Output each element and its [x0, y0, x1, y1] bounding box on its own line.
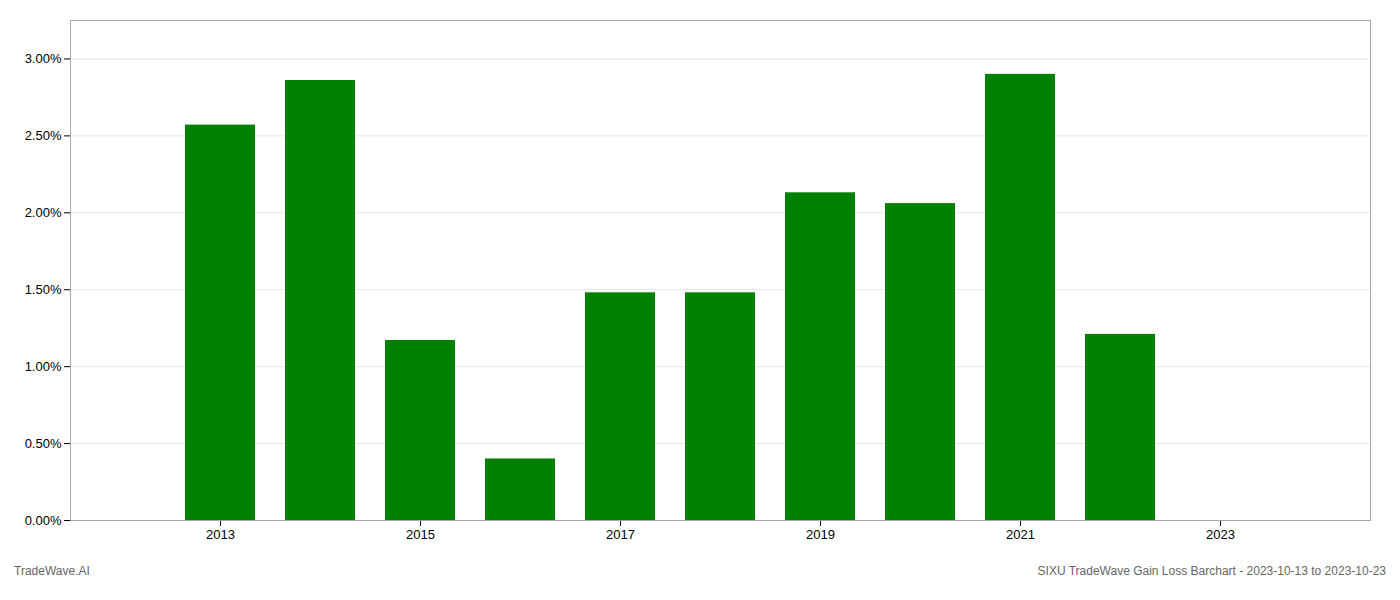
html-text:TradeWave.AI: TradeWave.AI: [14, 564, 90, 578]
svg-text:2013: 2013: [206, 527, 235, 542]
svg-text:2023: 2023: [1206, 527, 1235, 542]
svg-text:1.50%: 1.50%: [25, 282, 62, 297]
html-text:SIXU TradeWave Gain Loss Barch: SIXU TradeWave Gain Loss Barchart - 2023…: [1037, 564, 1386, 578]
svg-text:0.50%: 0.50%: [25, 436, 62, 451]
svg-text:2.50%: 2.50%: [25, 128, 62, 143]
svg-text:2021: 2021: [1006, 527, 1035, 542]
svg-text:1.00%: 1.00%: [25, 359, 62, 374]
svg-text:0.00%: 0.00%: [25, 513, 62, 528]
svg-text:2019: 2019: [806, 527, 835, 542]
svg-text:2015: 2015: [406, 527, 435, 542]
svg-text:2017: 2017: [606, 527, 635, 542]
svg-text:2.00%: 2.00%: [25, 205, 62, 220]
svg-text:3.00%: 3.00%: [25, 51, 62, 66]
